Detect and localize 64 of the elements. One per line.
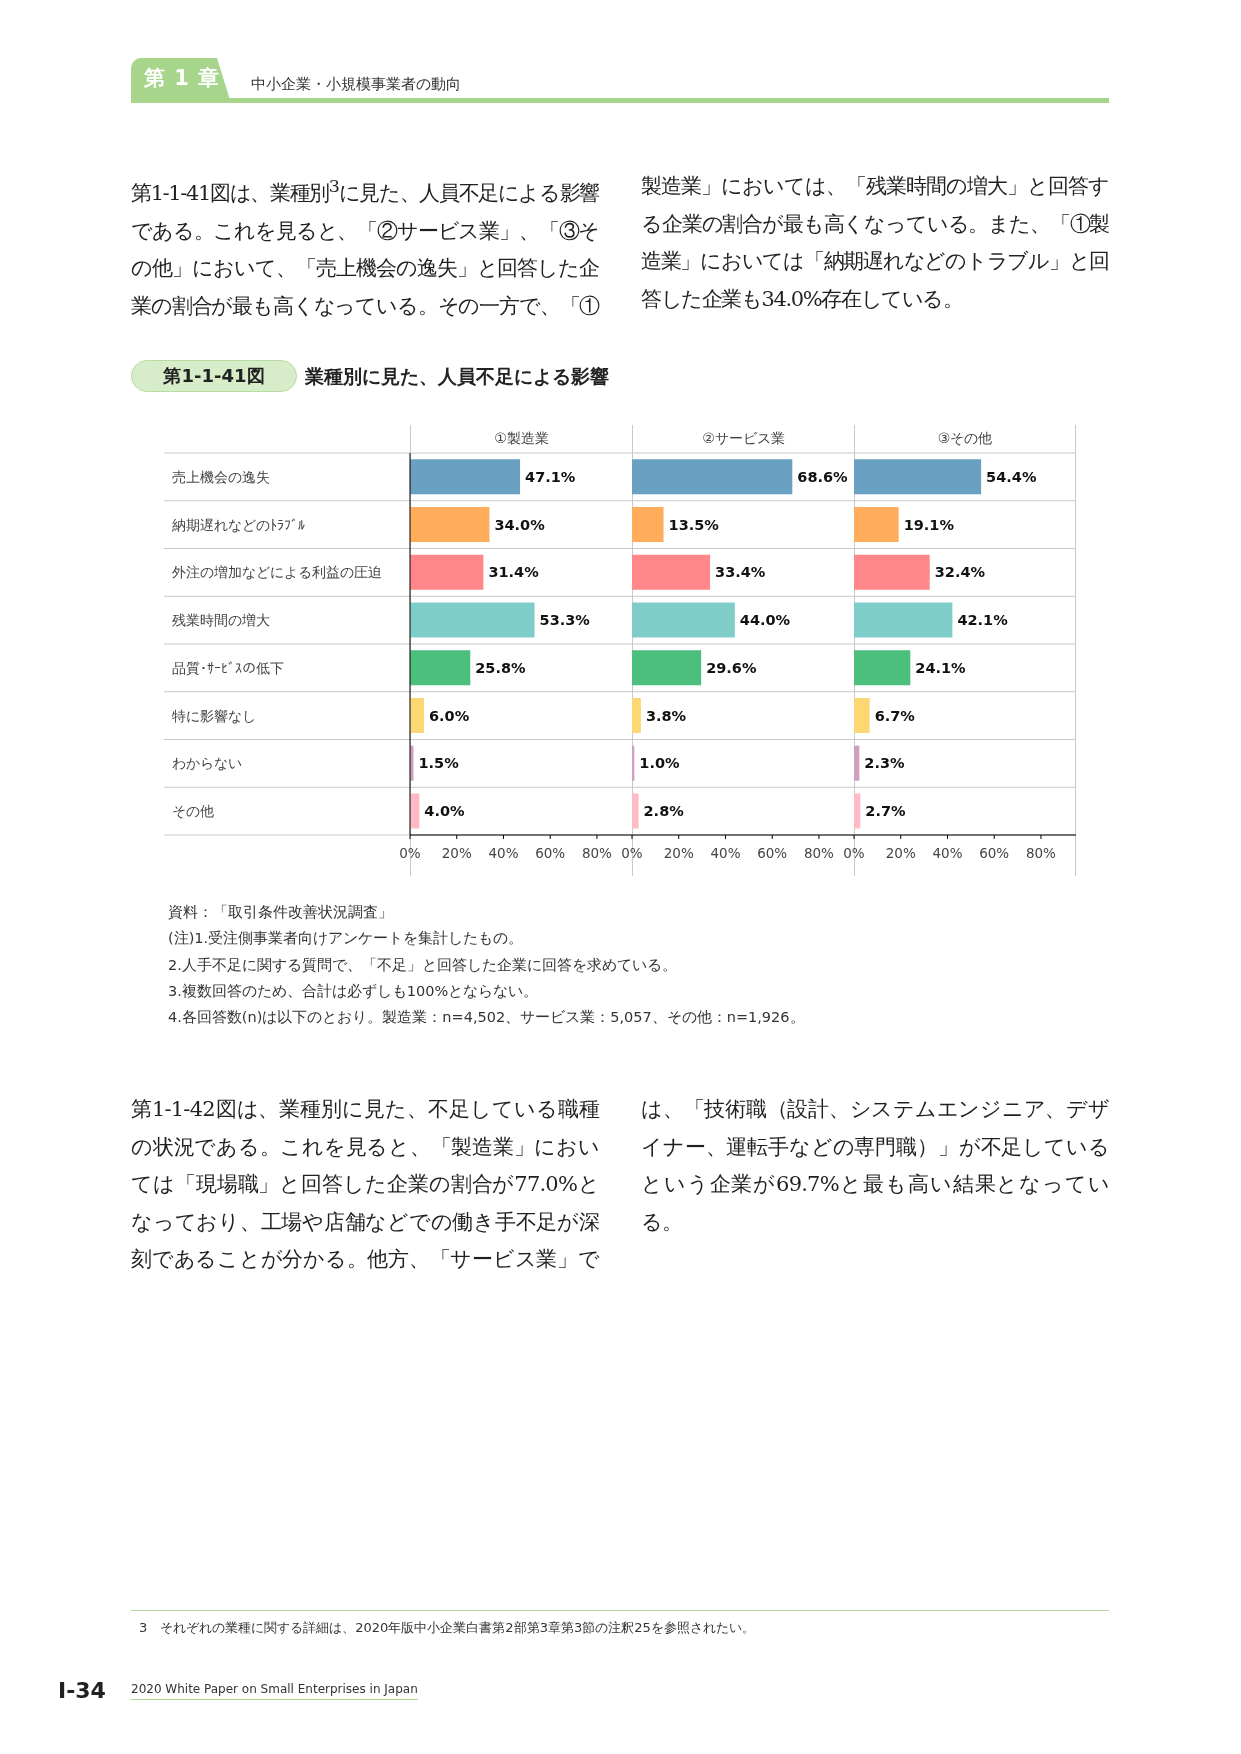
y-tick-label: わからない: [172, 755, 242, 772]
x-tick-label: 40%: [488, 844, 519, 861]
x-tick-label: 80%: [581, 844, 613, 861]
chart-title: ②サービス業: [701, 429, 786, 448]
text: 第1-1-41図は、業種別$^{3}$に見た、人員不足による影響である。これを見ると、「②サービス業」、「③その他」において、「売上機会の逸失」と回答した企業の割合が最も高くなっている。その一方で、「①製造業」においては、「残業時間の増大」と回答する企業の割合が最も高くなっている。また、「①製造業」においては「納期遅れなどのトラブル」と回答した企業も34.0%存在している。: [131, 174, 1109, 318]
data-label: 68.6%: [797, 468, 849, 485]
y-tick-label: 売上機会の逸失: [172, 468, 270, 485]
data-label: 1.5%: [418, 755, 460, 772]
x-tick-label: 80%: [803, 844, 835, 861]
data-label: 53.3%: [539, 612, 591, 629]
text: 第1-1-42図は、業種別に見た、不足している職種の状況である。これを見ると、「製造業」においては「現場職」と回答した企業の割合が77.0%となっており、工場や店舗などでの働き手不足が深刻であることが分かる。他方、「サービス業」では、「技術職（設計、システムエンジニア、デザイナー、運転手などの専門職）」が不足しているという企業が69.7%と最も高い結果となっている。: [131, 1097, 1109, 1271]
x-tick-label: 80%: [1025, 844, 1057, 861]
data-label: 6.7%: [874, 707, 916, 724]
text: Ⅰ-34: [58, 1677, 106, 1705]
x-tick-label: 0%: [399, 844, 421, 861]
text: (注)1.受注側事業者向けアンケートを集計したもの。: [168, 929, 524, 949]
x-tick-label: 0%: [621, 844, 643, 861]
text: 2.人手不足に関する質問で、「不足」と回答した企業に回答を求めている。: [168, 955, 677, 975]
chart-title: ①製造業: [493, 429, 550, 448]
data-label: 19.1%: [903, 516, 955, 533]
data-label: 32.4%: [934, 564, 986, 581]
data-label: 1.0%: [639, 755, 681, 772]
text: 4.各回答数(n)は以下のとおり。製造業：n=4,502、サービス業：5,057、その他：n=1,926。: [168, 1008, 805, 1028]
data-label: 2.3%: [864, 755, 906, 772]
data-label: 31.4%: [488, 564, 540, 581]
data-label: 29.6%: [706, 659, 757, 676]
text: 中小企業・小規模事業者の動向: [251, 75, 461, 94]
y-tick-label: 残業時間の増大: [172, 612, 270, 629]
data-label: 3.8%: [645, 707, 687, 724]
data-label: 44.0%: [739, 612, 791, 629]
text: 第1-1-41図: [131, 360, 297, 392]
data-label: 54.4%: [986, 468, 1037, 485]
text: 資料：「取引条件改善状況調査」: [168, 903, 393, 922]
text: 第 1 章: [131, 58, 231, 103]
text: 3 それぞれの業種に関する詳細は、2020年版中小企業白書第2部第3章第3節の注釈25を参照されたい。: [139, 1619, 755, 1637]
data-label: 47.1%: [525, 468, 576, 485]
y-tick-label: 納期遅れなどのﾄﾗﾌﾞﾙ: [172, 516, 305, 533]
data-label: 33.4%: [715, 564, 766, 581]
data-label: 13.5%: [668, 516, 720, 533]
y-tick-label: 外注の増加などによる利益の圧迫: [172, 564, 382, 581]
data-label: 2.7%: [865, 803, 906, 820]
x-tick-label: 20%: [663, 844, 694, 861]
x-tick-label: 60%: [979, 844, 1010, 861]
y-tick-label: その他: [172, 803, 214, 820]
x-tick-label: 20%: [885, 844, 916, 861]
x-tick-label: 40%: [710, 844, 741, 861]
data-label: 25.8%: [475, 659, 527, 676]
data-label: 34.0%: [494, 516, 546, 533]
data-label: 6.0%: [429, 707, 470, 724]
data-label: 4.0%: [424, 803, 466, 820]
x-tick-label: 60%: [757, 844, 788, 861]
text: 3.複数回答のため、合計は必ずしも100%とならない。: [168, 981, 539, 1001]
data-label: 2.8%: [643, 803, 685, 820]
x-tick-label: 0%: [843, 844, 865, 861]
y-tick-label: 特に影響なし: [172, 707, 256, 724]
x-tick-label: 40%: [932, 844, 963, 861]
x-tick-label: 60%: [535, 844, 566, 861]
data-label: 42.1%: [957, 612, 1009, 629]
text: 業種別に見た、人員不足による影響: [305, 364, 609, 389]
data-label: 24.1%: [915, 659, 967, 676]
y-tick-label: 品質･ｻｰﾋﾞｽの低下: [172, 659, 284, 676]
x-tick-label: 20%: [441, 844, 472, 861]
chart-title: ③その他: [936, 429, 994, 448]
text: 2020 White Paper on Small Enterprises in Japan: [131, 1681, 418, 1700]
